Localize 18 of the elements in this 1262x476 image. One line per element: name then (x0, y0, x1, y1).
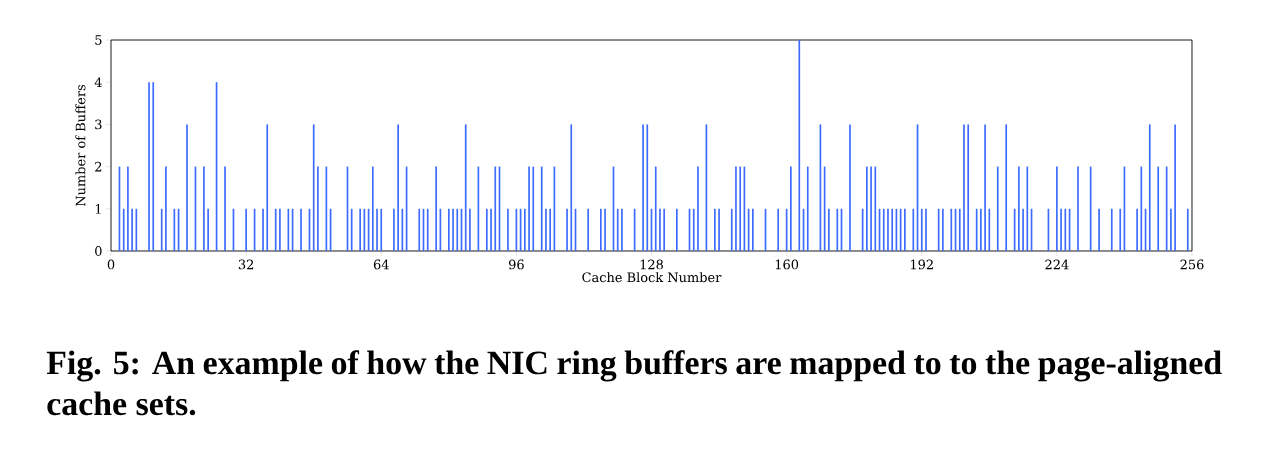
y-tick-label: 2 (95, 161, 102, 172)
y-tick-label: 0 (95, 246, 102, 256)
x-tick-label: 160 (775, 259, 799, 270)
x-tick-label: 224 (1045, 259, 1069, 270)
y-tick-label: 4 (94, 77, 102, 88)
y-axis-title: Number of Buffers (75, 84, 86, 207)
x-tick-label: 96 (508, 259, 524, 270)
caption: Fig. 5: An example of how the NIC ring buffers are mapped to to the page-aligned cache sets. (46, 350, 1222, 416)
y-tick-label: 3 (95, 119, 102, 130)
x-tick-label: 64 (373, 259, 389, 270)
x-tick-label: 128 (640, 259, 663, 270)
y-tick-label: 1 (95, 203, 101, 214)
x-tick-label: 32 (238, 259, 254, 270)
x-tick-label: 0 (107, 259, 115, 270)
y-tick-label: 5 (95, 35, 102, 45)
x-tick-label: 192 (910, 259, 933, 270)
x-tick-label: 256 (1180, 259, 1204, 270)
x-axis-title: Cache Block Number (582, 272, 722, 283)
